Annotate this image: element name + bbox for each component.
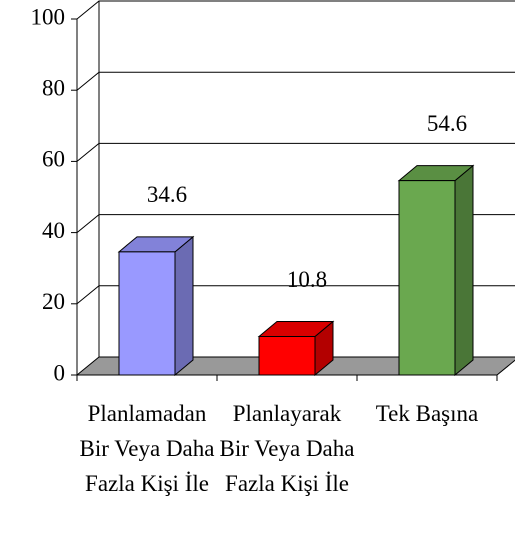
grid-line bbox=[76, 142, 515, 162]
bar-side bbox=[174, 235, 194, 377]
value-label: 34.6 bbox=[147, 182, 187, 207]
grid-line bbox=[76, 214, 515, 233]
bar-front bbox=[118, 251, 176, 376]
grid-line bbox=[76, 0, 515, 20]
y-tick-label: 100 bbox=[31, 4, 66, 29]
y-tick-label: 20 bbox=[42, 289, 65, 314]
bar bbox=[117, 235, 195, 377]
grid-line bbox=[76, 71, 515, 91]
value-label: 10.8 bbox=[287, 267, 327, 292]
y-tick-label: 60 bbox=[42, 147, 65, 172]
y-tick-label: 80 bbox=[42, 75, 65, 100]
bar-front bbox=[398, 180, 456, 376]
grid-line bbox=[76, 285, 515, 305]
value-label: 54.6 bbox=[427, 111, 467, 136]
bar bbox=[397, 164, 475, 377]
y-tick-label: 0 bbox=[54, 360, 66, 385]
x-tick-label: Planlamadan Bir Veya Daha Fazla Kişi İle bbox=[79, 401, 215, 496]
bar-side bbox=[454, 164, 474, 377]
bar bbox=[257, 320, 335, 377]
x-tick-label: Planlayarak Bir Veya Daha Fazla Kişi İle bbox=[219, 401, 355, 496]
bar-front bbox=[258, 336, 316, 376]
y-tick-label: 40 bbox=[42, 218, 65, 243]
x-tick-label: Tek Başına bbox=[375, 401, 479, 426]
